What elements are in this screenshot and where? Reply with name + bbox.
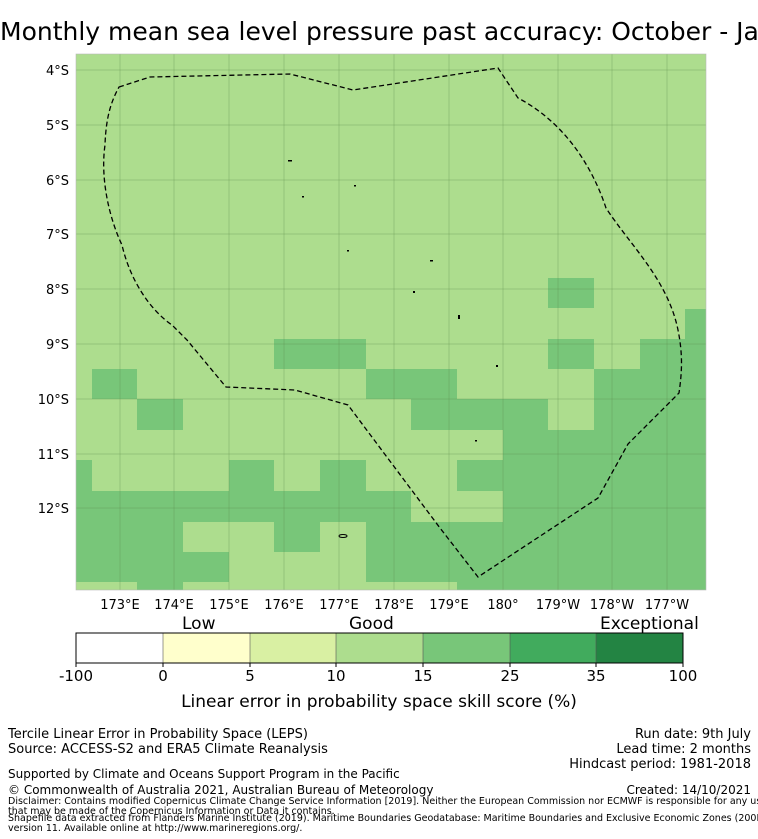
skill-cell-high: [366, 522, 706, 552]
lon-label: 177°W: [645, 598, 689, 613]
skill-cell-high: [457, 582, 706, 590]
skill-cell-high: [594, 399, 706, 430]
skill-cell-high: [76, 491, 411, 522]
lon-label: 175°E: [209, 598, 249, 613]
lat-label: 5°S: [46, 119, 69, 134]
lon-label: 178°W: [590, 598, 634, 613]
skill-cell-high: [76, 552, 229, 582]
colorbar-swatch: [336, 633, 423, 663]
lon-label: 176°E: [264, 598, 304, 613]
colorbar-tick: 10: [326, 667, 346, 685]
skill-cell-high: [366, 369, 457, 399]
footer-shapefile: Shapefile data extracted from Flanders M…: [8, 813, 758, 824]
footer-run-date: Run date: 9th July: [634, 727, 751, 742]
colorbar-swatch: [76, 633, 163, 663]
footer-support: Supported by Climate and Oceans Support …: [8, 767, 400, 781]
colorbar-tick: 5: [245, 667, 255, 685]
lat-label: 12°S: [38, 502, 69, 517]
lat-label: 11°S: [38, 448, 69, 463]
colorbar: [75, 632, 684, 667]
footer-disclaimer: Disclaimer: Contains modified Copernicus…: [8, 796, 758, 807]
colorbar-swatch: [596, 633, 683, 663]
skill-cell-high: [640, 339, 706, 369]
skill-cell-high: [548, 278, 594, 308]
skill-cell-high: [137, 399, 183, 430]
skill-cell-high: [274, 339, 366, 369]
skill-cell-high: [594, 369, 706, 399]
colorbar-category-good: Good: [349, 614, 394, 634]
skill-cell-high: [137, 582, 183, 590]
skill-cell-high: [76, 460, 92, 491]
skill-cell-high: [503, 491, 706, 522]
graticule: [76, 54, 706, 590]
skill-cell-high: [92, 369, 137, 399]
skill-cell-high: [503, 430, 706, 460]
lon-label: 179°E: [429, 598, 469, 613]
skill-cell-high: [685, 309, 706, 340]
skill-cell-high: [229, 460, 274, 491]
footer-shapefile: version 11. Available online at http://w…: [8, 823, 303, 834]
colorbar-swatch: [423, 633, 510, 663]
eez-boundary: [103, 67, 683, 578]
colorbar-category-exceptional: Exceptional: [600, 614, 699, 634]
skill-cell-high: [457, 460, 503, 491]
colorbar-tick: 100: [668, 667, 698, 685]
lat-label: 8°S: [46, 283, 69, 298]
footer-disclaimer: that may be made of the Copernicus Infor…: [8, 806, 335, 817]
skill-grid: [76, 54, 706, 590]
footer-method: Tercile Linear Error in Probability Spac…: [8, 727, 308, 742]
skill-map: 4°S 5°S 6°S 7°S 8°S 9°S 10°S 11°S 12°S 173°E 174°…: [38, 53, 707, 667]
skill-cell-high: [548, 339, 594, 369]
colorbar-category-low: Low: [182, 614, 216, 634]
colorbar-tick: -100: [58, 667, 94, 685]
colorbar-tick: 35: [586, 667, 606, 685]
colorbar-swatch: [163, 633, 250, 663]
longitude-labels: 173°E 174°E 175°E 176°E 177°E 178°E 179°E 180° 1…: [100, 598, 689, 613]
lon-label: 180°: [487, 598, 518, 613]
lon-label: 174°E: [154, 598, 194, 613]
latitude-labels: 4°S 5°S 6°S 7°S 8°S 9°S 10°S 11°S 12°S: [38, 64, 69, 517]
lat-label: 7°S: [46, 228, 69, 243]
footer-hindcast: Hindcast period: 1981-2018: [569, 757, 751, 772]
colorbar-tick: 0: [158, 667, 168, 685]
colorbar-swatch: [250, 633, 336, 663]
colorbar-swatch: [510, 633, 596, 663]
colorbar-tick: 15: [413, 667, 433, 685]
skill-cell-high: [76, 522, 183, 552]
lon-label: 173°E: [100, 598, 140, 613]
footer-lead-time: Lead time: 2 months: [616, 742, 751, 757]
lon-label: 178°E: [374, 598, 414, 613]
footer-created: Created: 14/10/2021: [626, 783, 751, 797]
lon-label: 179°W: [536, 598, 580, 613]
lat-label: 10°S: [38, 393, 69, 408]
skill-cell-high: [274, 522, 320, 552]
skill-cell-high: [411, 399, 548, 430]
colorbar-tick: 25: [500, 667, 520, 685]
footer-source: Source: ACCESS-S2 and ERA5 Climate Reana…: [8, 742, 328, 757]
skill-cell-high: [320, 460, 366, 491]
lat-label: 9°S: [46, 338, 69, 353]
lon-label: 177°E: [319, 598, 359, 613]
lat-label: 4°S: [46, 64, 69, 79]
map-frame: [75, 53, 707, 591]
skill-cell-high: [366, 552, 706, 582]
islands: [288, 160, 498, 538]
footer-copyright: © Commonwealth of Australia 2021, Austra…: [8, 783, 434, 797]
colorbar-label: Linear error in probability space skill …: [181, 692, 577, 712]
colorbar-frame: [75, 632, 684, 664]
map-title: Monthly mean sea level pressure past acc…: [0, 17, 758, 46]
lat-label: 6°S: [46, 174, 69, 189]
